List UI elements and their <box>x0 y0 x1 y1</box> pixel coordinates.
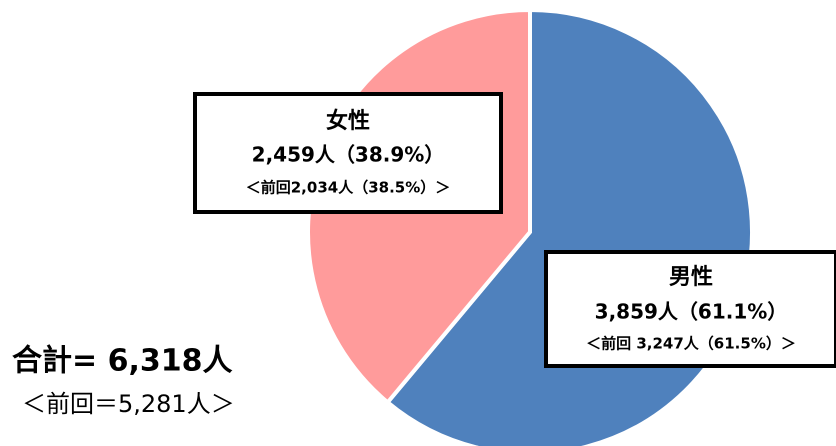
pie <box>306 7 754 446</box>
label-box-female: 女性 2,459人（38.9%） ＜前回2,034人（38.5%）＞ <box>193 92 503 214</box>
category-label: 女性 <box>326 108 370 134</box>
previous-label: ＜前回2,034人（38.5%）＞ <box>246 179 451 197</box>
category-label: 男性 <box>669 265 713 290</box>
label-box-male: 男性 3,859人（61.1%） ＜前回 3,247人（61.5%）＞ <box>544 250 836 368</box>
previous-label: ＜前回 3,247人（61.5%）＞ <box>586 335 796 353</box>
label-box <box>193 92 503 214</box>
total-label: 合計= 6,318人 <box>12 344 232 379</box>
total-previous-label: ＜前回＝5,281人＞ <box>22 390 235 418</box>
value-label: 2,459人（38.9%） <box>252 143 445 167</box>
label-box <box>544 250 836 368</box>
value-label: 3,859人（61.1%） <box>595 300 788 324</box>
